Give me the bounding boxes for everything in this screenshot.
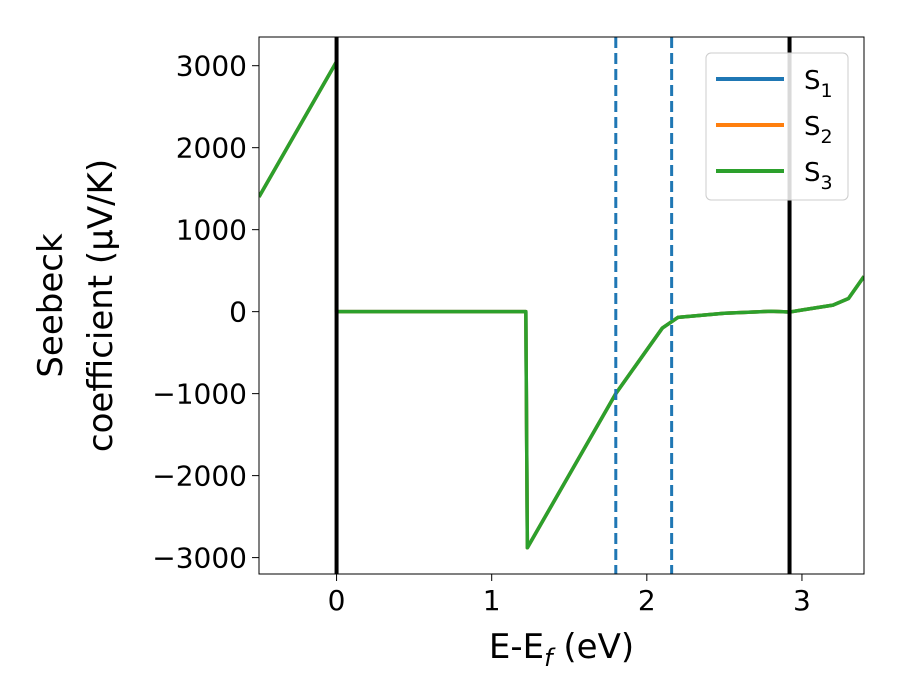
- x-tick-label: 0: [328, 584, 346, 617]
- y-axis-label: Seebeck coefficient (μV/K): [31, 159, 121, 452]
- y-tick-label: 2000: [176, 132, 247, 165]
- y-tick-label: −3000: [152, 542, 247, 575]
- legend-label-S3: S3: [804, 158, 833, 194]
- y-tick-label: −2000: [152, 460, 247, 493]
- series-line-S3: [259, 59, 864, 550]
- x-axis-label-tail: (eV): [553, 627, 635, 667]
- legend: S1 S2 S3: [705, 52, 849, 201]
- x-tick-label: 1: [483, 584, 501, 617]
- y-tick-label: −1000: [152, 378, 247, 411]
- x-tick-label: 3: [793, 584, 811, 617]
- y-axis-label-line2: coefficient (μV/K): [81, 159, 121, 452]
- y-tick-label: 3000: [176, 50, 247, 83]
- y-axis-label-line1: Seebeck: [31, 233, 71, 378]
- y-tick-label: 0: [229, 296, 247, 329]
- x-axis: 0 1 2 3: [328, 574, 811, 617]
- y-tick-label: 1000: [176, 214, 247, 247]
- y-axis: −3000 −2000 −1000 0 1000 2000 3000: [152, 50, 259, 575]
- legend-label-S1: S1: [804, 66, 833, 102]
- x-axis-label-main: E-E: [489, 627, 544, 667]
- legend-label-S2: S2: [804, 112, 833, 148]
- x-tick-label: 2: [638, 584, 656, 617]
- plot-frame: [258, 36, 865, 575]
- x-axis-label: E-Ef (eV): [489, 627, 634, 672]
